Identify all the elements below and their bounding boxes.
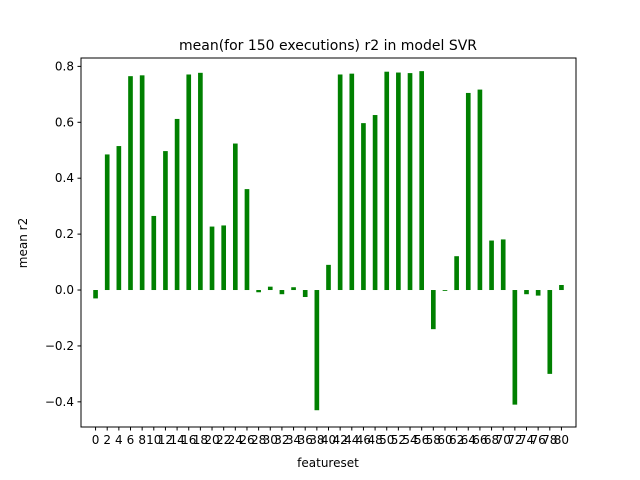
y-axis-ticks: −0.4 −0.2 0.0 0.2 0.4 0.6 0.8 bbox=[45, 59, 81, 409]
bar-featureset-80 bbox=[559, 284, 564, 291]
x-tick-label: 80 bbox=[554, 433, 569, 447]
x-axis-label: featureset bbox=[297, 456, 359, 470]
x-tick-label: 40 bbox=[321, 433, 336, 447]
x-tick-label: 24 bbox=[228, 433, 243, 447]
bar-featureset-36 bbox=[302, 290, 308, 298]
x-tick-label: 70 bbox=[496, 433, 511, 447]
x-tick-label: 46 bbox=[356, 433, 371, 447]
bar-featureset-62 bbox=[454, 256, 459, 291]
x-tick-label: 14 bbox=[169, 433, 184, 447]
bar-featureset-14 bbox=[174, 118, 180, 291]
bar-featureset-56 bbox=[419, 71, 425, 291]
bar-featureset-22 bbox=[221, 225, 227, 291]
bar-featureset-26 bbox=[244, 189, 250, 291]
x-tick-label: 12 bbox=[158, 433, 173, 447]
chart-title: mean(for 150 executions) r2 in model SVR bbox=[179, 38, 477, 54]
x-tick-label: 2 bbox=[103, 433, 111, 447]
x-tick-label: 8 bbox=[138, 433, 146, 447]
bar-featureset-68 bbox=[489, 240, 494, 291]
bar-featureset-78 bbox=[547, 290, 553, 374]
bar-featureset-60 bbox=[442, 290, 448, 291]
bar-featureset-54 bbox=[407, 73, 413, 291]
bar-featureset-30 bbox=[267, 286, 273, 291]
bar-featureset-28 bbox=[256, 290, 261, 293]
bar-featureset-12 bbox=[163, 151, 168, 291]
x-tick-label: 30 bbox=[263, 433, 278, 447]
x-tick-label: 52 bbox=[391, 433, 406, 447]
bar-featureset-58 bbox=[430, 290, 436, 330]
x-tick-label: 0 bbox=[92, 433, 100, 447]
y-tick-label: 0.0 bbox=[55, 283, 74, 297]
bar-featureset-16 bbox=[186, 74, 192, 291]
bar-featureset-34 bbox=[291, 287, 296, 291]
y-tick-label: 0.2 bbox=[55, 227, 74, 241]
x-tick-label: 44 bbox=[344, 433, 359, 447]
x-tick-label: 6 bbox=[127, 433, 135, 447]
bar-featureset-48 bbox=[372, 115, 378, 291]
bar-featureset-0 bbox=[93, 290, 98, 299]
bar-featureset-46 bbox=[361, 123, 366, 291]
x-tick-label: 28 bbox=[251, 433, 266, 447]
bar-featureset-2 bbox=[104, 154, 110, 291]
bar-featureset-10 bbox=[151, 215, 157, 291]
bar-featureset-40 bbox=[326, 264, 331, 291]
bar-featureset-42 bbox=[337, 74, 343, 291]
x-tick-label: 26 bbox=[239, 433, 254, 447]
bar-featureset-8 bbox=[139, 75, 145, 291]
x-tick-label: 56 bbox=[414, 433, 429, 447]
bar-featureset-18 bbox=[198, 72, 203, 291]
bar-featureset-64 bbox=[465, 92, 471, 291]
y-tick-label: 0.4 bbox=[55, 171, 74, 185]
x-tick-label: 78 bbox=[542, 433, 557, 447]
x-tick-label: 32 bbox=[274, 433, 289, 447]
x-axis-ticks: 0 2 4 6 8 10121416182022242628303234363840424… bbox=[92, 427, 569, 447]
bars-group bbox=[93, 71, 564, 411]
x-tick-label: 48 bbox=[367, 433, 382, 447]
x-tick-label: 4 bbox=[115, 433, 123, 447]
x-tick-label: 76 bbox=[531, 433, 546, 447]
bar-featureset-32 bbox=[279, 290, 285, 295]
x-tick-label: 22 bbox=[216, 433, 231, 447]
bar-featureset-6 bbox=[128, 76, 133, 291]
bar-featureset-38 bbox=[314, 290, 320, 411]
x-tick-label: 16 bbox=[181, 433, 196, 447]
x-tick-label: 66 bbox=[472, 433, 487, 447]
x-tick-label: 10 bbox=[146, 433, 161, 447]
bar-featureset-44 bbox=[349, 73, 355, 291]
x-tick-label: 34 bbox=[286, 433, 301, 447]
x-tick-label: 58 bbox=[426, 433, 441, 447]
x-tick-label: 74 bbox=[519, 433, 534, 447]
bar-featureset-20 bbox=[209, 226, 215, 291]
x-tick-label: 64 bbox=[461, 433, 476, 447]
x-tick-label: 50 bbox=[379, 433, 394, 447]
bar-featureset-72 bbox=[512, 290, 518, 405]
bar-featureset-76 bbox=[535, 290, 541, 296]
x-tick-label: 62 bbox=[449, 433, 464, 447]
bar-featureset-70 bbox=[500, 239, 506, 291]
x-tick-label: 20 bbox=[204, 433, 219, 447]
x-tick-label: 38 bbox=[309, 433, 324, 447]
y-axis-label: mean r2 bbox=[16, 218, 30, 268]
x-tick-label: 36 bbox=[298, 433, 313, 447]
bar-featureset-50 bbox=[384, 71, 390, 291]
x-tick-label: 72 bbox=[507, 433, 522, 447]
x-tick-label: 42 bbox=[333, 433, 348, 447]
y-tick-label: −0.2 bbox=[45, 339, 74, 353]
x-tick-label: 60 bbox=[437, 433, 452, 447]
y-tick-label: −0.4 bbox=[45, 395, 74, 409]
bar-featureset-74 bbox=[524, 290, 529, 295]
y-tick-label: 0.8 bbox=[55, 59, 74, 73]
x-tick-label: 54 bbox=[402, 433, 417, 447]
y-tick-label: 0.6 bbox=[55, 115, 74, 129]
bar-featureset-52 bbox=[396, 72, 401, 291]
x-tick-label: 18 bbox=[193, 433, 208, 447]
bar-featureset-4 bbox=[116, 146, 122, 291]
bar-featureset-66 bbox=[477, 89, 483, 291]
bar-featureset-24 bbox=[232, 143, 238, 291]
x-tick-label: 68 bbox=[484, 433, 499, 447]
